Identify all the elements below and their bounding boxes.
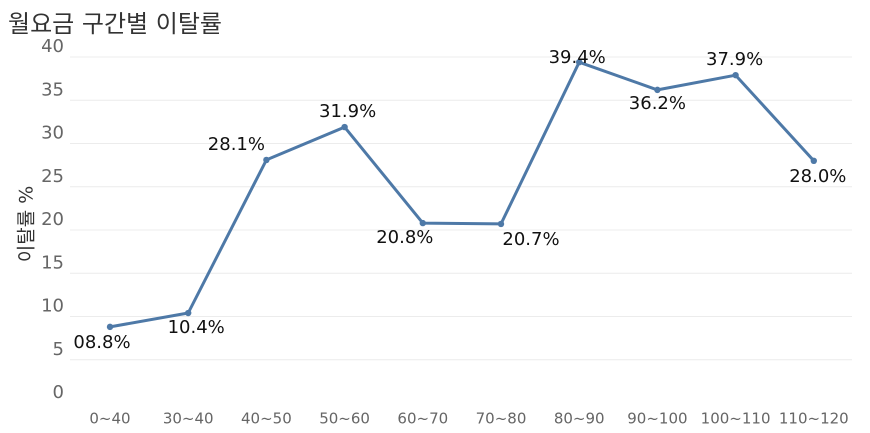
chart-title: 월요금 구간별 이탈률 bbox=[8, 10, 222, 38]
y-tick-label: 35 bbox=[41, 79, 64, 100]
data-point bbox=[341, 123, 348, 131]
data-label: 20.8% bbox=[376, 227, 433, 248]
x-tick-label: 0~40 bbox=[89, 410, 130, 428]
x-tick-label: 70~80 bbox=[476, 410, 527, 428]
data-point bbox=[654, 86, 661, 94]
data-label: 20.7% bbox=[502, 229, 559, 250]
data-label: 28.0% bbox=[789, 166, 846, 187]
data-point bbox=[732, 71, 739, 79]
x-axis: 0~40 30~40 40~50 50~60 60~70 70~80 80~90 90~100… bbox=[89, 410, 848, 428]
data-label: 08.8% bbox=[73, 332, 130, 353]
data-points bbox=[106, 58, 817, 331]
series-line bbox=[109, 60, 815, 329]
series-line-group bbox=[109, 60, 815, 329]
data-point bbox=[106, 323, 114, 331]
data-label: 37.9% bbox=[706, 49, 763, 70]
x-tick-label: 90~100 bbox=[627, 410, 687, 428]
y-tick-label: 20 bbox=[41, 209, 64, 230]
x-tick-label: 40~50 bbox=[241, 410, 292, 428]
data-label: 31.9% bbox=[319, 101, 376, 122]
data-point bbox=[185, 309, 192, 317]
data-point bbox=[263, 156, 270, 164]
data-label: 10.4% bbox=[168, 317, 225, 338]
data-label: 36.2% bbox=[629, 93, 686, 114]
data-label: 28.1% bbox=[208, 134, 265, 155]
grid-lines bbox=[70, 56, 852, 361]
y-tick-label: 15 bbox=[41, 252, 64, 273]
y-tick-label: 5 bbox=[53, 339, 64, 360]
x-tick-label: 110~120 bbox=[779, 410, 849, 428]
data-point bbox=[810, 157, 817, 164]
y-axis: 0 5 10 15 20 25 30 35 40 bbox=[41, 36, 64, 403]
data-point bbox=[419, 219, 426, 227]
x-tick-label: 60~70 bbox=[397, 410, 448, 428]
y-tick-label: 40 bbox=[41, 36, 64, 57]
x-tick-label: 80~90 bbox=[554, 410, 605, 428]
y-tick-label: 0 bbox=[53, 382, 64, 403]
data-label: 39.4% bbox=[549, 47, 606, 68]
y-tick-label: 30 bbox=[41, 123, 64, 144]
y-axis-label: 이탈률 % bbox=[16, 186, 38, 263]
x-tick-label: 30~40 bbox=[163, 410, 214, 428]
data-labels: 08.8% 10.4% 28.1% 31.9% 20.8% 20.7% 39.4% 36.2%… bbox=[73, 47, 846, 353]
y-tick-label: 10 bbox=[41, 296, 64, 317]
data-point bbox=[576, 58, 583, 66]
data-point bbox=[497, 220, 505, 228]
x-tick-label: 50~60 bbox=[319, 410, 370, 428]
y-tick-label: 25 bbox=[41, 166, 64, 187]
x-tick-label: 100~110 bbox=[701, 410, 771, 428]
